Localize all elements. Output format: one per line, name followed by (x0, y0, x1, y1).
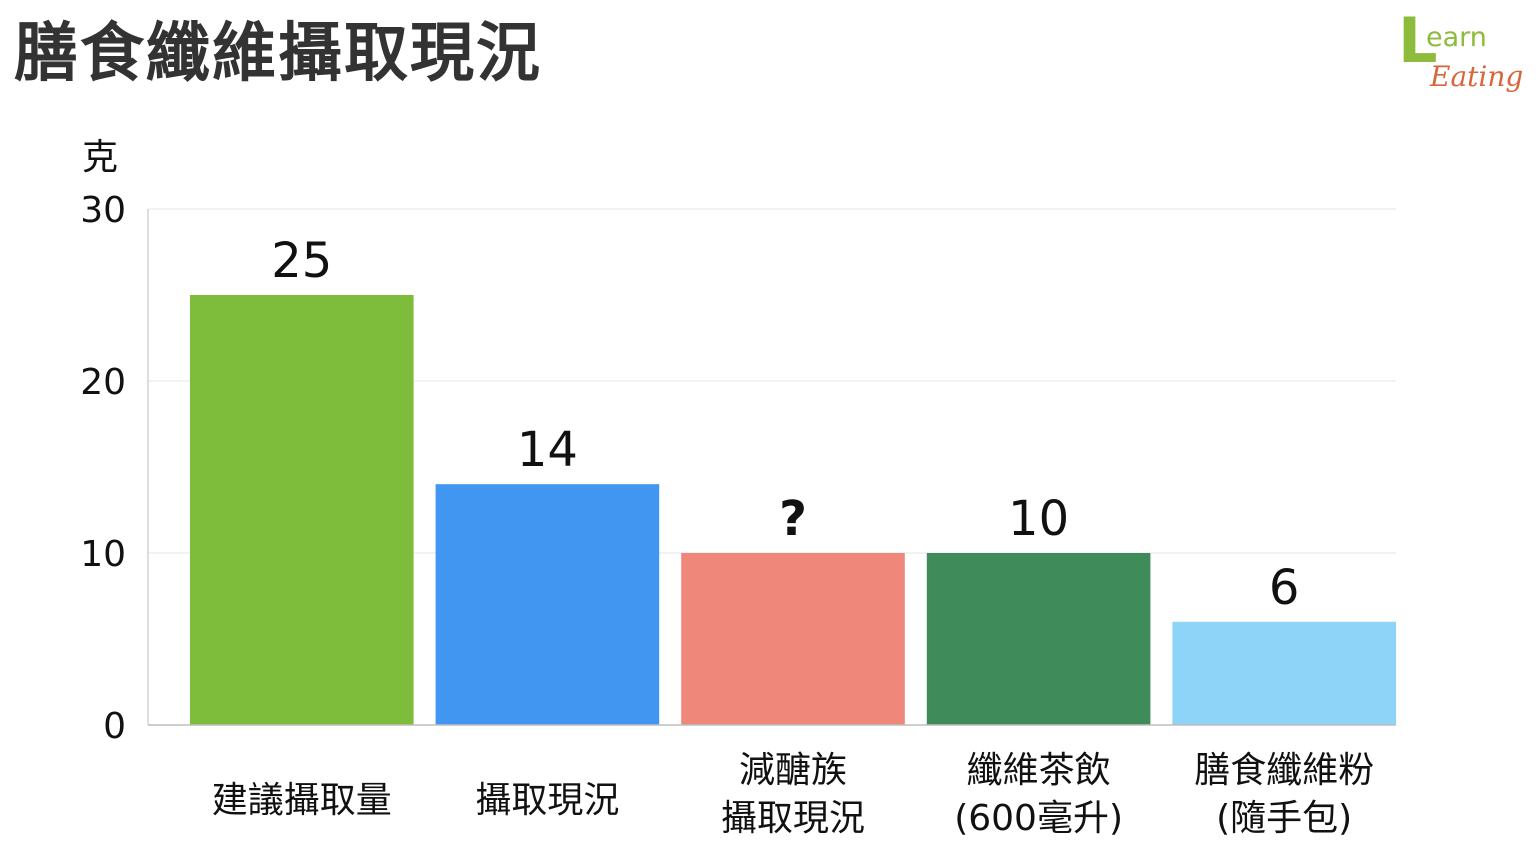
data-label: 25 (271, 233, 332, 289)
y-axis-unit-label: 克 (82, 137, 119, 178)
data-label: 14 (517, 422, 578, 478)
y-tick-label: 0 (103, 706, 126, 747)
bar (190, 295, 414, 725)
bar (926, 553, 1151, 725)
x-tick-label: 建議攝取量 (212, 780, 392, 821)
x-tick-label: 纖維茶飲(600毫升) (954, 750, 1123, 839)
data-label: 10 (1008, 491, 1069, 547)
x-tick-label: 攝取現況 (475, 780, 619, 821)
learn-eating-logo: L earn Eating (1396, 6, 1528, 98)
bar (681, 553, 905, 725)
data-label: ? (779, 491, 807, 547)
y-tick-label: 20 (80, 362, 126, 403)
y-tick-label: 30 (80, 190, 126, 231)
logo-learn-text: earn (1426, 22, 1487, 53)
x-tick-label: 膳食纖維粉(隨手包) (1194, 750, 1374, 839)
bar (1172, 621, 1396, 725)
bar (435, 484, 660, 725)
page-title: 膳食纖維攝取現況 (14, 17, 542, 91)
y-tick-label: 10 (80, 534, 126, 575)
logo-letter-l: L (1398, 4, 1438, 77)
x-tick-label: 減醣族攝取現況 (721, 750, 865, 839)
logo-eating-text: Eating (1430, 60, 1524, 93)
data-label: 6 (1269, 560, 1300, 616)
